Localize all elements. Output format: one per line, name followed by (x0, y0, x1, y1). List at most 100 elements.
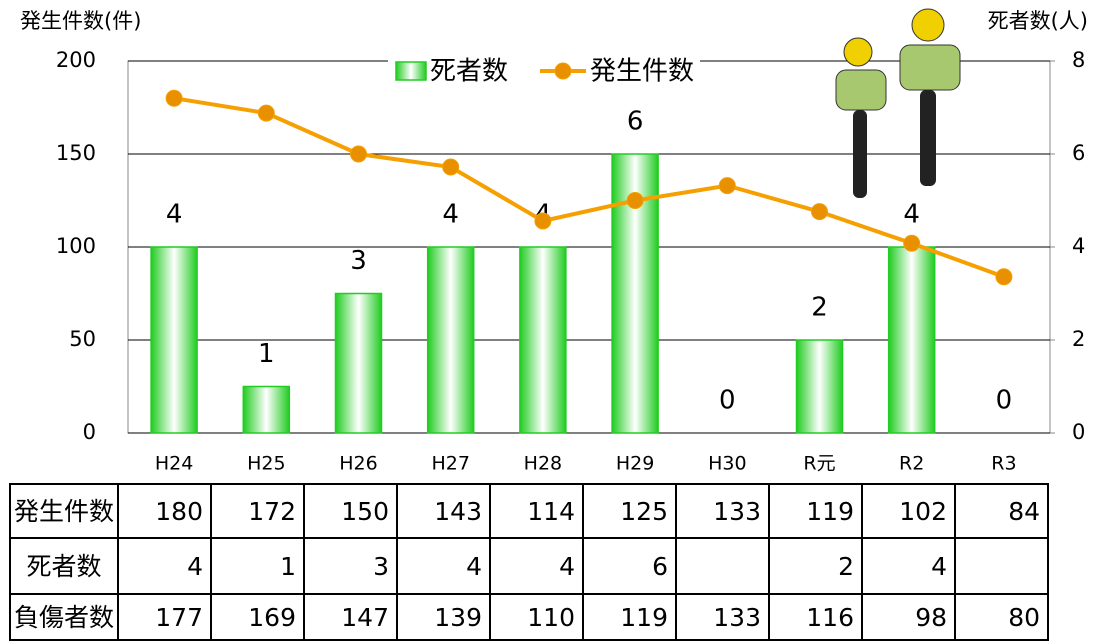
y-tick-label: 150 (56, 141, 96, 165)
data-label: 4 (903, 200, 920, 230)
table-cell (396, 537, 491, 595)
table-cell (303, 537, 398, 595)
y2-axis-title: 死者数(人) (988, 9, 1088, 33)
line-marker (995, 268, 1013, 286)
bar (611, 153, 659, 434)
line (173, 96, 1005, 279)
line-marker (626, 192, 644, 209)
line-marker (350, 145, 367, 163)
line-marker (257, 104, 275, 122)
row-header: 死者数 (26, 552, 101, 581)
table-value: 139 (434, 603, 482, 632)
x-tick-label: R2 (899, 453, 924, 475)
line-marker (165, 89, 183, 107)
y-tick-label: 50 (69, 327, 96, 351)
table-cell (675, 593, 770, 641)
x-tick-label: H30 (708, 453, 746, 475)
line-marker (811, 203, 828, 221)
bar (519, 246, 567, 434)
data-label: 6 (627, 107, 644, 137)
table-cell (954, 593, 1049, 641)
table-value: 110 (527, 603, 575, 632)
x-tick-label: H29 (616, 453, 654, 475)
table-cell (117, 593, 212, 641)
table-cell (954, 483, 1049, 539)
table-value: 177 (155, 603, 203, 632)
table-value: 143 (434, 497, 482, 526)
table-value: 98 (915, 603, 947, 632)
line-marker (442, 158, 460, 176)
data-label: 4 (442, 200, 459, 230)
table-cell (582, 537, 677, 595)
y2-tick-label: 0 (1072, 420, 1085, 444)
table-value: 133 (713, 497, 761, 526)
data-label: 2 (811, 293, 828, 323)
y2-tick-label: 2 (1072, 327, 1085, 351)
table-cell (768, 483, 863, 539)
y2-tick-label: 4 (1072, 234, 1085, 258)
table-value: 102 (899, 497, 947, 526)
data-label: 0 (719, 386, 736, 416)
legend: 死者数 発生件数 (388, 52, 700, 90)
table-value: 116 (806, 603, 854, 632)
y2-tick-label: 8 (1072, 48, 1085, 72)
table-cell (489, 483, 584, 539)
table-cell (954, 537, 1049, 595)
bar (795, 339, 844, 434)
bar (150, 246, 198, 434)
table-cell (861, 483, 956, 539)
y-axis-title: 発生件数(件) (20, 9, 141, 33)
table-cell (303, 483, 398, 539)
table-value: 172 (248, 497, 296, 526)
table-value: 133 (713, 603, 761, 632)
table-cell (861, 537, 956, 595)
legend-label: 発生件数 (590, 57, 694, 87)
x-tick-label: R元 (803, 453, 835, 475)
table-value: 147 (341, 603, 389, 632)
table-value: 4 (187, 552, 203, 581)
line-marker (534, 212, 552, 230)
data-label: 1 (258, 339, 275, 369)
bar (242, 385, 291, 434)
table-cell (861, 593, 956, 641)
y-tick-label: 0 (83, 420, 96, 444)
y2-tick-label: 6 (1072, 141, 1085, 165)
table-cell (768, 537, 863, 595)
table-value: 4 (931, 552, 947, 581)
table-value: 4 (466, 552, 482, 581)
y-tick-label: 200 (56, 48, 96, 72)
row-header: 負傷者数 (14, 603, 114, 632)
table-cell (210, 593, 305, 641)
table-cell (9, 593, 119, 641)
data-label: 3 (350, 246, 367, 276)
y-tick-label: 100 (56, 234, 96, 258)
table-cell (396, 483, 491, 539)
table-value: 84 (1008, 497, 1040, 526)
legend-swatch (554, 62, 572, 80)
table-value: 150 (341, 497, 389, 526)
bar (887, 246, 936, 434)
table-value: 6 (652, 552, 668, 581)
table-cell (117, 483, 212, 539)
table-value: 119 (806, 497, 854, 526)
table-cell (396, 593, 491, 641)
bar (334, 292, 383, 434)
legend-swatch (395, 61, 427, 81)
x-tick-label: H28 (524, 453, 562, 475)
legend-label: 死者数 (430, 57, 508, 87)
table-value: 169 (248, 603, 296, 632)
data-label: 0 (996, 386, 1013, 416)
x-tick-label: H24 (155, 453, 193, 475)
line-marker (903, 234, 921, 252)
x-tick-label: H26 (339, 453, 377, 475)
table-value: 2 (838, 552, 854, 581)
line-marker (718, 177, 736, 195)
table-value: 114 (527, 497, 575, 526)
table-value: 1 (280, 552, 296, 581)
x-tick-label: H27 (431, 453, 469, 475)
x-tick-label: H25 (247, 453, 285, 475)
table-value: 119 (620, 603, 668, 632)
data-label: 4 (166, 200, 183, 230)
table-cell (582, 593, 677, 641)
